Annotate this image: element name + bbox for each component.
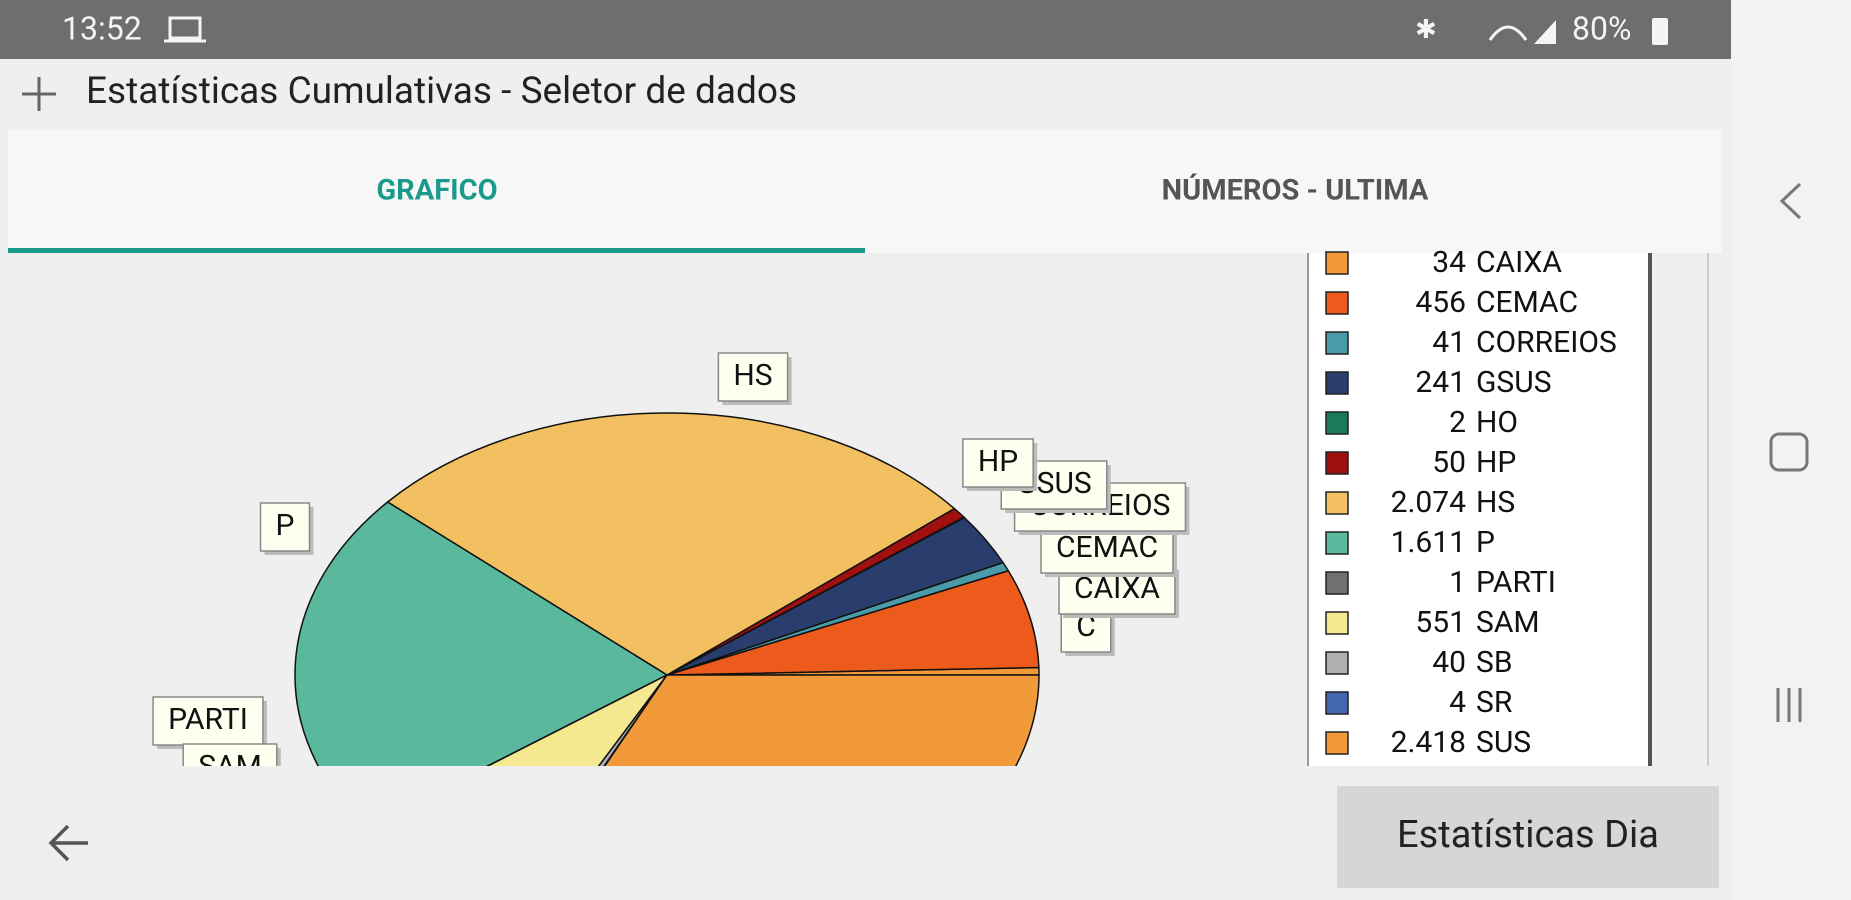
legend-name: HP	[1476, 445, 1516, 480]
callout-label: HP	[978, 444, 1018, 479]
legend-swatch	[1325, 371, 1349, 395]
callout-box	[152, 696, 264, 746]
callout-box	[717, 352, 789, 402]
tab-indicator	[8, 248, 865, 253]
status-bar	[0, 0, 1731, 59]
legend-swatch	[1325, 531, 1349, 555]
legend-value: 50	[1432, 445, 1466, 480]
toolbar	[0, 59, 1731, 130]
legend-value: 41	[1432, 325, 1466, 360]
callout-label: SAM	[198, 749, 262, 784]
legend-name: HO	[1476, 405, 1518, 440]
legend-swatch	[1325, 251, 1349, 275]
add-button[interactable]	[22, 77, 56, 111]
battery-level: 80%	[1572, 9, 1631, 47]
legend-name: P	[1476, 525, 1495, 560]
legend-value: 2	[1449, 405, 1466, 440]
legend-name: SAM	[1476, 605, 1540, 640]
legend-value: 456	[1415, 285, 1466, 320]
legend-swatch	[1325, 651, 1349, 675]
legend-name: SB	[1476, 645, 1513, 680]
back-arrow[interactable]	[48, 824, 88, 862]
callout-box	[962, 438, 1034, 488]
legend-value: 551	[1415, 605, 1466, 640]
pie-slice	[386, 412, 956, 676]
bluetooth-icon: ✱	[1415, 15, 1437, 45]
nav-back[interactable]	[1779, 182, 1802, 220]
toolbar-title: Estatísticas Cumulativas - Seletor de da…	[86, 70, 797, 113]
tab[interactable]: NÚMEROS - ULTIMA	[1162, 173, 1429, 208]
legend-swatch	[1325, 611, 1349, 635]
legend-value: 4	[1449, 685, 1466, 720]
legend-swatch	[1325, 691, 1349, 715]
laptop-icon	[168, 16, 202, 40]
tab-bar	[8, 130, 1722, 253]
legend-value: 1.611	[1391, 525, 1466, 560]
pie-slice	[486, 674, 668, 766]
legend-swatch	[1325, 291, 1349, 315]
callout-label: P	[276, 508, 295, 543]
legend-value: 1	[1449, 565, 1466, 600]
callout-box	[182, 743, 278, 766]
legend-swatch	[1325, 331, 1349, 355]
pie-slice	[666, 569, 1040, 676]
pie-slice	[597, 674, 668, 766]
legend	[1308, 253, 1650, 766]
tab[interactable]: GRAFICO	[376, 174, 497, 208]
legend-name: SR	[1476, 685, 1512, 720]
legend-name: GSUS	[1476, 365, 1552, 400]
legend-swatch	[1325, 571, 1349, 595]
wifi-icon	[1488, 25, 1528, 41]
legend-value: 2.418	[1391, 725, 1466, 760]
legend-value: 241	[1415, 365, 1466, 400]
legend-value: 2.074	[1391, 485, 1466, 520]
legend-swatch	[1325, 451, 1349, 475]
button-label[interactable]: Estatísticas Dia	[1397, 813, 1659, 857]
callout-label: PARTI	[168, 702, 248, 737]
legend-name: CORREIOS	[1476, 325, 1617, 360]
callout-box	[259, 502, 311, 552]
legend-name: PARTI	[1476, 565, 1556, 600]
pie-slice	[294, 501, 669, 766]
battery-icon	[1652, 18, 1668, 45]
legend-name: HS	[1476, 485, 1515, 520]
legend-value: 40	[1432, 645, 1466, 680]
legend-swatch	[1325, 411, 1349, 435]
legend-name: SUS	[1476, 725, 1531, 760]
callouts: HSPPARTISAMCCAIXACEMACCORREIOSGSUSHP	[152, 352, 1190, 784]
pie-chart	[294, 412, 1040, 766]
legend-swatch	[1325, 491, 1349, 515]
callout-label: HS	[733, 358, 772, 393]
legend-name: CAIXA	[1476, 245, 1562, 280]
legend-value: 34	[1432, 245, 1466, 280]
nav-home[interactable]	[1769, 432, 1809, 472]
legend-swatch	[1325, 731, 1349, 755]
signal-icon	[1534, 20, 1556, 44]
nav-recents[interactable]	[1776, 688, 1802, 722]
button[interactable]	[1337, 786, 1719, 888]
status-time: 13:52	[62, 9, 142, 47]
pie-slice	[603, 674, 1040, 766]
nav-bar	[1731, 0, 1851, 900]
legend-name: CEMAC	[1476, 285, 1578, 320]
callout-label: CEMAC	[1056, 530, 1158, 565]
